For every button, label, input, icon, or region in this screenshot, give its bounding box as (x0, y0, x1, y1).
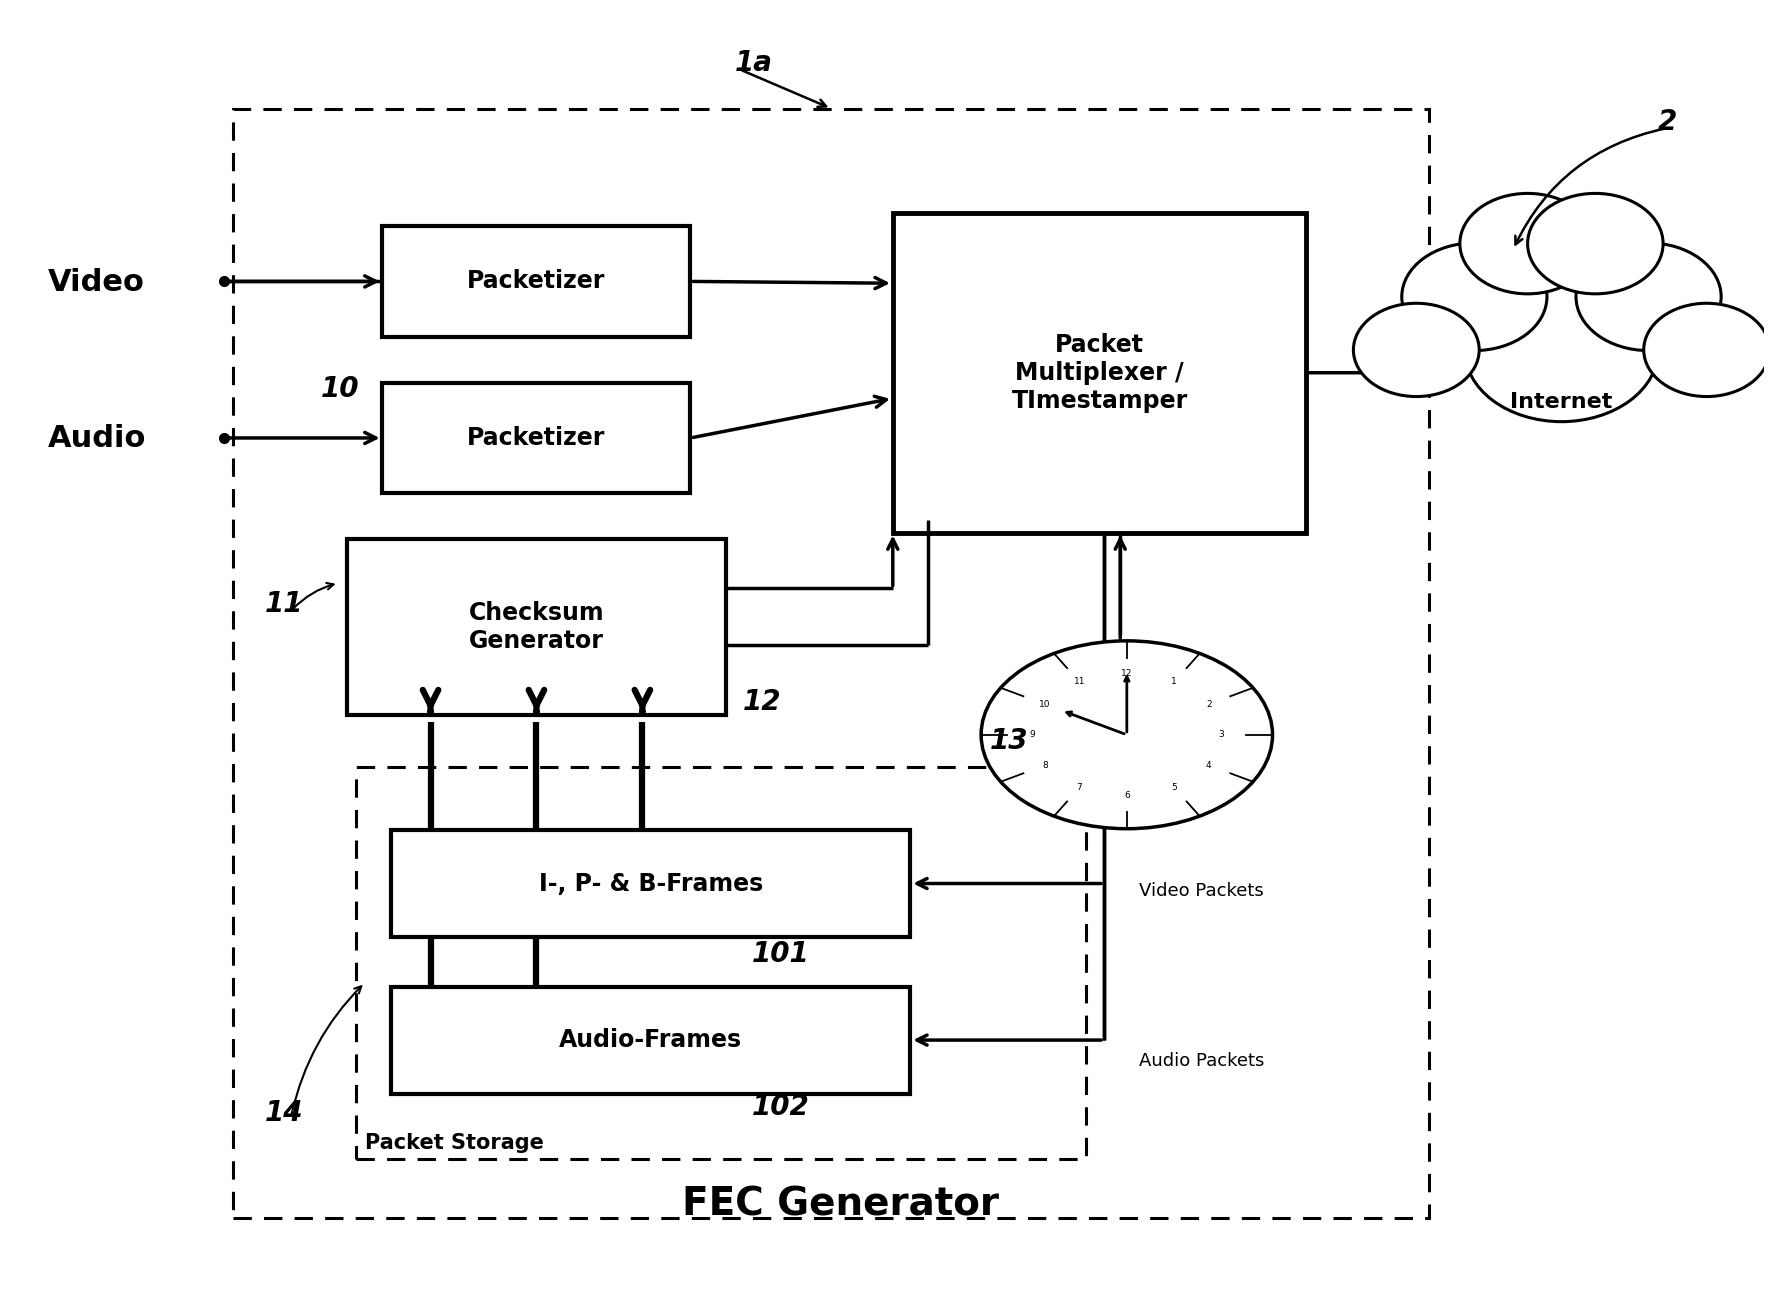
Text: 8: 8 (1041, 760, 1048, 769)
Text: 102: 102 (751, 1092, 810, 1120)
Text: 3: 3 (1218, 730, 1225, 739)
Text: Audio: Audio (48, 424, 147, 453)
Circle shape (1528, 193, 1664, 294)
Text: 101: 101 (751, 940, 810, 968)
Text: 2: 2 (1206, 700, 1211, 709)
Text: 11: 11 (1073, 678, 1086, 687)
Text: 12: 12 (743, 688, 781, 716)
Text: Packetizer: Packetizer (467, 425, 606, 450)
FancyBboxPatch shape (347, 540, 725, 716)
Text: Audio Packets: Audio Packets (1139, 1052, 1264, 1070)
FancyBboxPatch shape (382, 382, 691, 494)
Text: 10: 10 (322, 376, 359, 403)
Text: 11: 11 (265, 591, 302, 618)
FancyBboxPatch shape (391, 986, 911, 1094)
Circle shape (1402, 243, 1547, 351)
FancyBboxPatch shape (391, 830, 911, 937)
FancyBboxPatch shape (893, 213, 1307, 533)
Text: 2: 2 (1658, 108, 1678, 135)
Ellipse shape (981, 641, 1273, 829)
Circle shape (1460, 193, 1595, 294)
Text: 13: 13 (990, 727, 1027, 755)
Text: 14: 14 (265, 1099, 302, 1127)
Text: 1a: 1a (734, 49, 773, 77)
Text: 6: 6 (1124, 792, 1130, 801)
Circle shape (1353, 303, 1480, 397)
Text: Packetizer: Packetizer (467, 269, 606, 293)
Text: Video Packets: Video Packets (1139, 882, 1264, 901)
Circle shape (1644, 303, 1768, 397)
Text: 12: 12 (1121, 670, 1133, 679)
FancyBboxPatch shape (382, 226, 691, 337)
Text: 9: 9 (1029, 730, 1034, 739)
Text: Packet Storage: Packet Storage (364, 1133, 545, 1153)
FancyBboxPatch shape (355, 767, 1086, 1159)
Text: Checksum
Generator: Checksum Generator (469, 601, 605, 653)
Text: Video: Video (48, 268, 145, 297)
Text: 10: 10 (1040, 700, 1050, 709)
Text: 1: 1 (1172, 678, 1177, 687)
Circle shape (1464, 278, 1658, 421)
Text: FEC Generator: FEC Generator (681, 1186, 999, 1224)
Text: 5: 5 (1172, 783, 1177, 792)
Circle shape (1575, 243, 1722, 351)
FancyBboxPatch shape (233, 109, 1430, 1217)
Text: 7: 7 (1077, 783, 1082, 792)
Text: I-, P- & B-Frames: I-, P- & B-Frames (539, 872, 764, 895)
Text: Audio-Frames: Audio-Frames (559, 1028, 743, 1052)
Text: Packet
Multiplexer /
TImestamper: Packet Multiplexer / TImestamper (1011, 334, 1188, 412)
Text: 4: 4 (1206, 760, 1211, 769)
Text: Internet: Internet (1510, 393, 1612, 412)
